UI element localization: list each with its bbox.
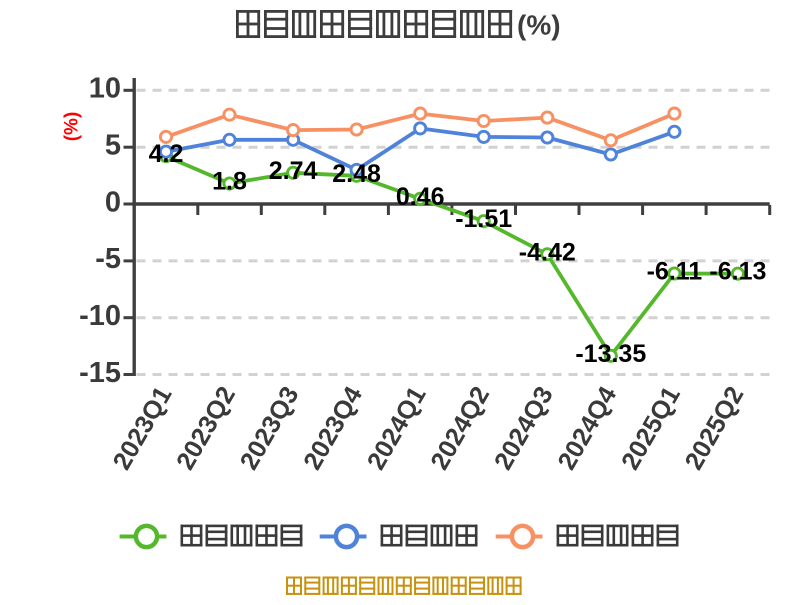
svg-text:0: 0 bbox=[105, 186, 121, 218]
svg-text:-6.13: -6.13 bbox=[709, 258, 766, 286]
svg-text:(%): (%) bbox=[62, 112, 83, 142]
svg-text:-10: -10 bbox=[79, 300, 121, 332]
svg-text:4.2: 4.2 bbox=[149, 140, 184, 168]
svg-text:2.48: 2.48 bbox=[332, 160, 381, 188]
svg-text:-6.11: -6.11 bbox=[647, 258, 703, 286]
svg-text:2.74: 2.74 bbox=[269, 157, 318, 185]
svg-text:-5: -5 bbox=[95, 243, 121, 275]
svg-text:-15: -15 bbox=[79, 357, 121, 389]
svg-text:5: 5 bbox=[105, 130, 121, 162]
svg-text:10: 10 bbox=[89, 73, 121, 105]
svg-text:0.46: 0.46 bbox=[396, 183, 445, 211]
svg-text:-4.42: -4.42 bbox=[519, 238, 576, 266]
svg-text:(%): (%) bbox=[517, 9, 561, 40]
svg-text:-13.35: -13.35 bbox=[575, 340, 646, 368]
svg-text:-1.51: -1.51 bbox=[455, 205, 512, 233]
svg-text:1.8: 1.8 bbox=[212, 168, 247, 196]
